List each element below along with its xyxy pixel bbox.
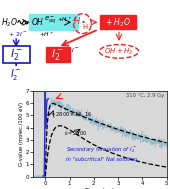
Text: H: H [82, 24, 88, 30]
Text: $+\ 2I^-$: $+\ 2I^-$ [8, 30, 28, 38]
Text: $k = 2800 \times 13,\ 16$: $k = 2800 \times 13,\ 16$ [47, 110, 92, 118]
Text: OH: OH [31, 18, 43, 27]
Text: $I_2^-$: $I_2^-$ [10, 67, 22, 82]
FancyBboxPatch shape [46, 47, 70, 62]
FancyBboxPatch shape [100, 15, 136, 29]
Text: $OH + H_2$: $OH + H_2$ [104, 46, 134, 57]
FancyBboxPatch shape [29, 14, 78, 30]
FancyBboxPatch shape [3, 46, 30, 63]
Y-axis label: G-value (molec./100 eV): G-value (molec./100 eV) [19, 102, 24, 166]
X-axis label: Time (μs): Time (μs) [85, 188, 115, 189]
Text: $+\ 2I^-$: $+\ 2I^-$ [61, 46, 80, 54]
Text: 310 °C, 2.9 Gy: 310 °C, 2.9 Gy [126, 93, 164, 98]
Text: $H\bullet$: $H\bullet$ [73, 15, 87, 26]
Text: $I_2^-$: $I_2^-$ [51, 47, 64, 62]
Text: $I_2^-$: $I_2^-$ [10, 47, 23, 62]
Text: $+\ H_2O$: $+\ H_2O$ [105, 16, 131, 29]
Text: $H_2O$: $H_2O$ [1, 16, 18, 29]
Text: Secondary formation of $I_2^-$
in "subcritical" NaI solution: Secondary formation of $I_2^-$ in "subcr… [66, 146, 137, 162]
Text: $e^-_{aq}$: $e^-_{aq}$ [44, 14, 56, 26]
Text: $+H^+$: $+H^+$ [39, 30, 55, 39]
Text: $+H^+$: $+H^+$ [57, 15, 72, 24]
Text: $k = 2800$: $k = 2800$ [64, 129, 87, 137]
